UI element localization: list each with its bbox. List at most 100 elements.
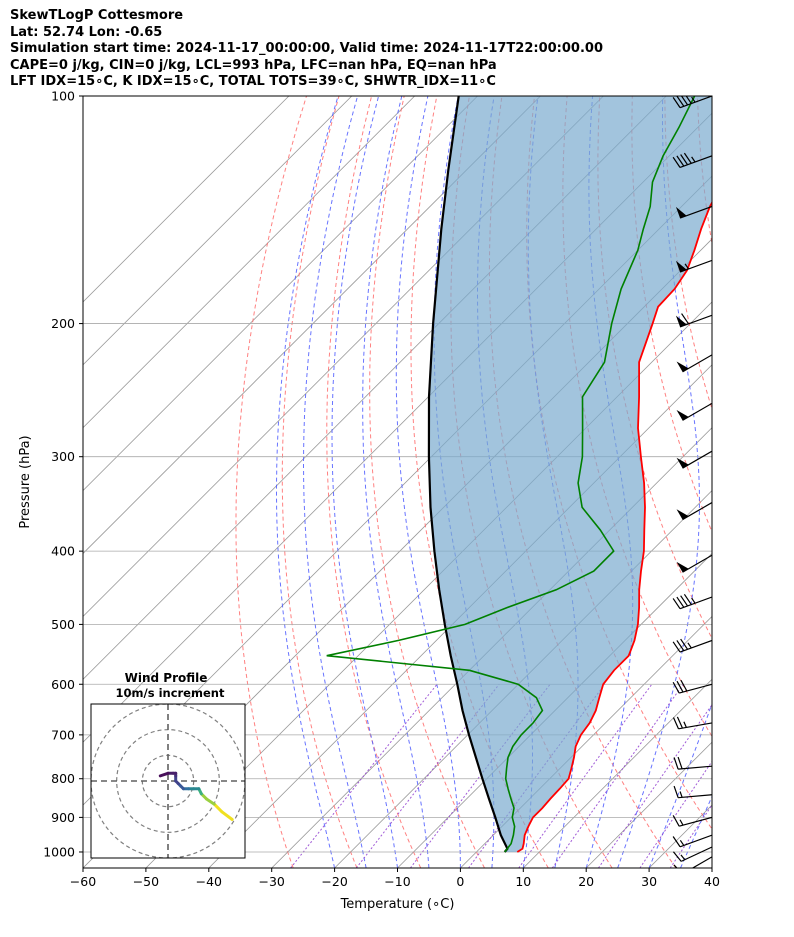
y-tick-label: 900 xyxy=(51,810,75,825)
x-tick-label: 0 xyxy=(456,874,464,889)
x-tick-label: 20 xyxy=(578,874,594,889)
mixing-ratio-line xyxy=(639,760,712,868)
isotherm-line xyxy=(83,96,353,366)
y-tick-label: 1000 xyxy=(43,844,75,859)
moist-adiabat-line xyxy=(276,96,339,868)
hodograph-frame xyxy=(90,703,246,859)
parcel-path-line xyxy=(427,96,509,853)
x-tick-label: −50 xyxy=(133,874,159,889)
hodograph-inset: Wind Profile 10m/s increment xyxy=(90,671,246,859)
mixing-ratio-line xyxy=(597,703,712,868)
mixing-ratio-line xyxy=(669,804,712,868)
chart-header: SkewTLogP Cottesmore Lat: 52.74 Lon: -0.… xyxy=(10,8,603,91)
profiles xyxy=(326,96,712,853)
x-tick-label: −60 xyxy=(70,874,96,889)
mixing-ratio-line xyxy=(551,684,684,868)
x-axis-label: Temperature (∘C) xyxy=(340,897,455,912)
title-location: Lat: 52.74 Lon: -0.65 xyxy=(10,24,163,40)
wind-barb xyxy=(672,679,712,694)
moist-adiabat-line xyxy=(680,795,712,868)
mixing-ratio-line xyxy=(290,683,438,868)
isotherm-line xyxy=(523,678,712,868)
moist-adiabat-line xyxy=(744,96,794,868)
wind-barb xyxy=(672,846,712,862)
dry-adiabat-line xyxy=(326,96,422,868)
wind-barb xyxy=(673,856,712,868)
wind-barb xyxy=(676,554,712,573)
wind-barb xyxy=(672,815,712,827)
cape-shading xyxy=(428,96,712,852)
y-tick-label: 100 xyxy=(51,89,75,104)
moist-adiabat-line xyxy=(395,96,461,868)
title-cape-stats: CAPE=0 j/kg, CIN=0 j/kg, LCL=993 hPa, LF… xyxy=(10,57,497,73)
x-tick-label: −30 xyxy=(259,874,285,889)
dry-adiabat-line xyxy=(369,96,485,868)
isotherm-line xyxy=(83,96,415,429)
y-tick-label: 500 xyxy=(51,617,75,632)
y-tick-label: 300 xyxy=(51,449,75,464)
dry-adiabat-line xyxy=(281,96,358,868)
x-tick-label: −20 xyxy=(321,874,347,889)
y-axis: 100 200 300 400 500 600 700 800 900 1000 xyxy=(43,89,83,859)
wind-barb xyxy=(673,785,712,799)
hodograph-trace xyxy=(212,802,224,814)
wind-barb xyxy=(675,205,712,219)
x-tick-label: 40 xyxy=(704,874,720,889)
hodograph-subtitle: 10m/s increment xyxy=(116,686,225,700)
wind-barb xyxy=(672,593,712,610)
isotherm-line xyxy=(83,96,290,303)
x-tick-label: 10 xyxy=(515,874,531,889)
y-tick-label: 400 xyxy=(51,544,75,559)
temperature-line xyxy=(516,200,712,853)
hodograph-trace xyxy=(158,771,170,778)
dry-adiabat-line xyxy=(631,96,712,533)
isotherm-line xyxy=(460,615,712,868)
wind-barb xyxy=(675,313,712,328)
y-tick-label: 200 xyxy=(51,316,75,331)
dry-adiabat-line xyxy=(763,96,794,868)
x-axis: −60 −50 −40 −30 −20 −10 0 10 20 30 40 xyxy=(70,868,720,889)
x-tick-label: 30 xyxy=(641,874,657,889)
isotherm-line xyxy=(271,427,712,868)
wind-barb xyxy=(676,450,712,469)
title-station: SkewTLogP Cottesmore xyxy=(10,8,184,23)
wind-barbs xyxy=(672,96,712,868)
title-times: Simulation start time: 2024-11-17_00:00:… xyxy=(10,41,603,56)
x-tick-label: −10 xyxy=(384,874,410,889)
dry-adiabat-line xyxy=(235,96,307,868)
wind-barb xyxy=(672,638,712,653)
hodograph-trace xyxy=(205,797,216,806)
wind-barb xyxy=(672,716,712,730)
wind-barb xyxy=(676,402,712,421)
isotherm-line xyxy=(775,96,794,868)
moist-adiabat-line xyxy=(711,866,712,868)
wind-barb xyxy=(672,152,712,169)
dry-adiabat-line xyxy=(410,96,549,868)
y-axis-label: Pressure (hPa) xyxy=(18,435,33,528)
mixing-ratio-line xyxy=(518,684,653,868)
dewpoint-line xyxy=(326,96,696,853)
title-index-stats: LFT IDX=15∘C, K IDX=15∘C, TOTAL TOTS=39∘… xyxy=(10,74,496,89)
isotherm-line xyxy=(711,867,712,868)
isotherm-line xyxy=(83,96,478,492)
hodograph-trace xyxy=(220,810,234,821)
isotherm-line xyxy=(83,96,541,555)
x-tick-label: −40 xyxy=(196,874,222,889)
mixing-ratio-line xyxy=(355,683,500,868)
wind-barb xyxy=(672,834,712,848)
y-tick-label: 700 xyxy=(51,727,75,742)
wind-barb xyxy=(676,502,712,521)
moist-adiabat-line xyxy=(648,702,712,868)
wind-barb xyxy=(675,259,712,273)
isotherm-line xyxy=(334,490,712,868)
y-tick-label: 800 xyxy=(51,771,75,786)
dry-adiabat-line xyxy=(730,96,794,868)
moist-adiabat-line xyxy=(303,96,367,868)
wind-barb xyxy=(672,96,712,109)
y-tick-label: 600 xyxy=(51,677,75,692)
wind-barb xyxy=(673,756,712,770)
moist-adiabat-line xyxy=(617,96,701,868)
wind-barb xyxy=(676,354,712,373)
cape-fill-region xyxy=(428,96,712,852)
